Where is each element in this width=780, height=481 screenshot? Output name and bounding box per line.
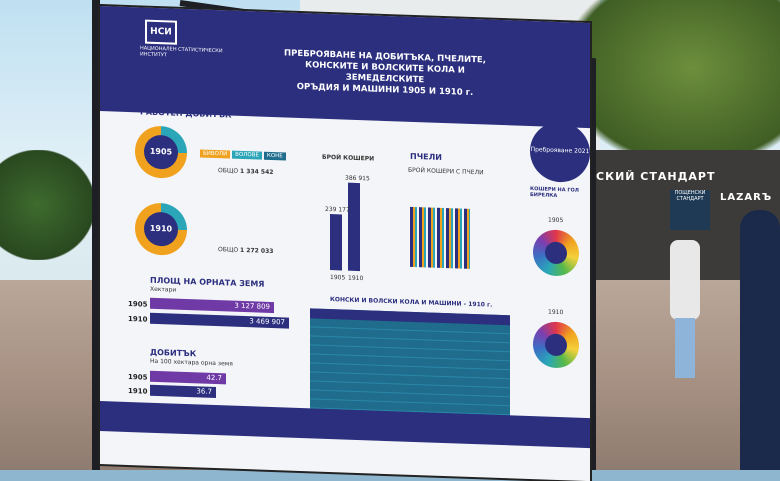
census-2021-badge: Преброяване 2021 <box>530 121 590 184</box>
density-bar-1910: 36.7 <box>150 384 216 399</box>
bees-by-region-chart <box>410 206 470 269</box>
pedestrian-shorts <box>675 318 695 378</box>
hives-label: БРОЙ КОШЕРИ <box>322 153 375 163</box>
donut-year-1905: 1905 <box>144 134 178 170</box>
bees-sub-label: БРОЙ КОШЕРИ С ПЧЕЛИ <box>408 166 484 177</box>
pedestrian <box>670 240 700 320</box>
land-year-1905: 1905 <box>128 299 148 309</box>
density-year-1905: 1905 <box>128 372 148 382</box>
tree-right <box>560 0 780 170</box>
label-buffalo: БИВОЛИ <box>200 149 231 159</box>
wheel-center <box>545 241 567 265</box>
land-unit: Хектари <box>150 285 177 294</box>
wheel-chart-1905 <box>533 229 579 277</box>
shop-sign: СКИЙ СТАНДАРТ <box>596 170 716 183</box>
total-label: ОБЩО <box>218 246 239 254</box>
hives-year-1910: 1910 <box>348 274 364 283</box>
wheels-heading: КОШЕРИ НА ГОЛ БИРЕЛКА <box>530 186 579 199</box>
hives-value-1910: 386 915 <box>345 174 370 183</box>
total-value-1910: 1 272 033 <box>240 246 274 256</box>
hives-year-1905: 1905 <box>330 274 346 282</box>
frame-pole-left <box>92 0 100 470</box>
hives-value-1905: 239 177 <box>325 205 350 214</box>
poster-title: ПРЕБРОЯВАНЕ НА ДОБИТЪКА, ПЧЕЛИТЕ, КОНСКИ… <box>275 48 495 100</box>
label-oxen: ВОЛОВЕ <box>232 150 262 160</box>
label-horses: КОНЕ <box>263 151 286 161</box>
donut-1905: 1905 <box>135 125 187 180</box>
land-bar-1905: 3 127 809 <box>150 297 274 314</box>
kiosk-sign: ПОЩЕНСКИ СТАНДАРТ <box>670 190 710 230</box>
density-sub: На 100 хектара орна земя <box>150 357 233 368</box>
institution-name: НАЦИОНАЛЕН СТАТИСТИЧЕСКИ ИНСТИТУТ <box>140 45 223 59</box>
carts-heading: КОНСКИ И ВОЛСКИ КОЛА И МАШИНИ - 1910 г. <box>330 296 493 309</box>
bees-heading: ПЧЕЛИ <box>410 151 442 162</box>
shop-sign-lazar: LAZARЪ <box>720 192 773 203</box>
land-bar-1910: 3 469 907 <box>150 312 289 329</box>
total-label: ОБЩО <box>218 167 239 175</box>
hives-bar-1905 <box>330 214 342 271</box>
nsi-logo: НСИ <box>145 19 177 45</box>
wheel-center <box>545 333 567 357</box>
total-1910: ОБЩО 1 272 033 <box>218 246 273 255</box>
animal-labels-1905: БИВОЛИ ВОЛОВЕ КОНЕ <box>200 149 286 161</box>
woman-foreground <box>740 210 780 470</box>
total-1905: ОБЩО 1 334 542 <box>218 167 273 176</box>
donut-year-1910: 1910 <box>144 211 178 247</box>
density-bar-1905: 42.7 <box>150 370 226 385</box>
wheel-year-1910: 1910 <box>548 308 564 317</box>
donut-1910: 1910 <box>135 202 187 257</box>
density-year-1910: 1910 <box>128 386 148 396</box>
wheel-chart-1910 <box>533 321 579 369</box>
wheel-year-1905: 1905 <box>548 216 564 225</box>
land-year-1910: 1910 <box>128 314 148 324</box>
work-animals-heading: РАБОТЕН ДОБИТЪК <box>140 107 232 120</box>
frame-pole-right <box>588 60 596 470</box>
infographic-poster: НСИ НАЦИОНАЛЕН СТАТИСТИЧЕСКИ ИНСТИТУТ ПР… <box>100 6 590 481</box>
hives-bar-1910 <box>348 182 360 272</box>
total-value-1905: 1 334 542 <box>240 167 274 177</box>
density-heading: ДОБИТЪК <box>150 347 197 359</box>
tree-left <box>0 150 95 260</box>
